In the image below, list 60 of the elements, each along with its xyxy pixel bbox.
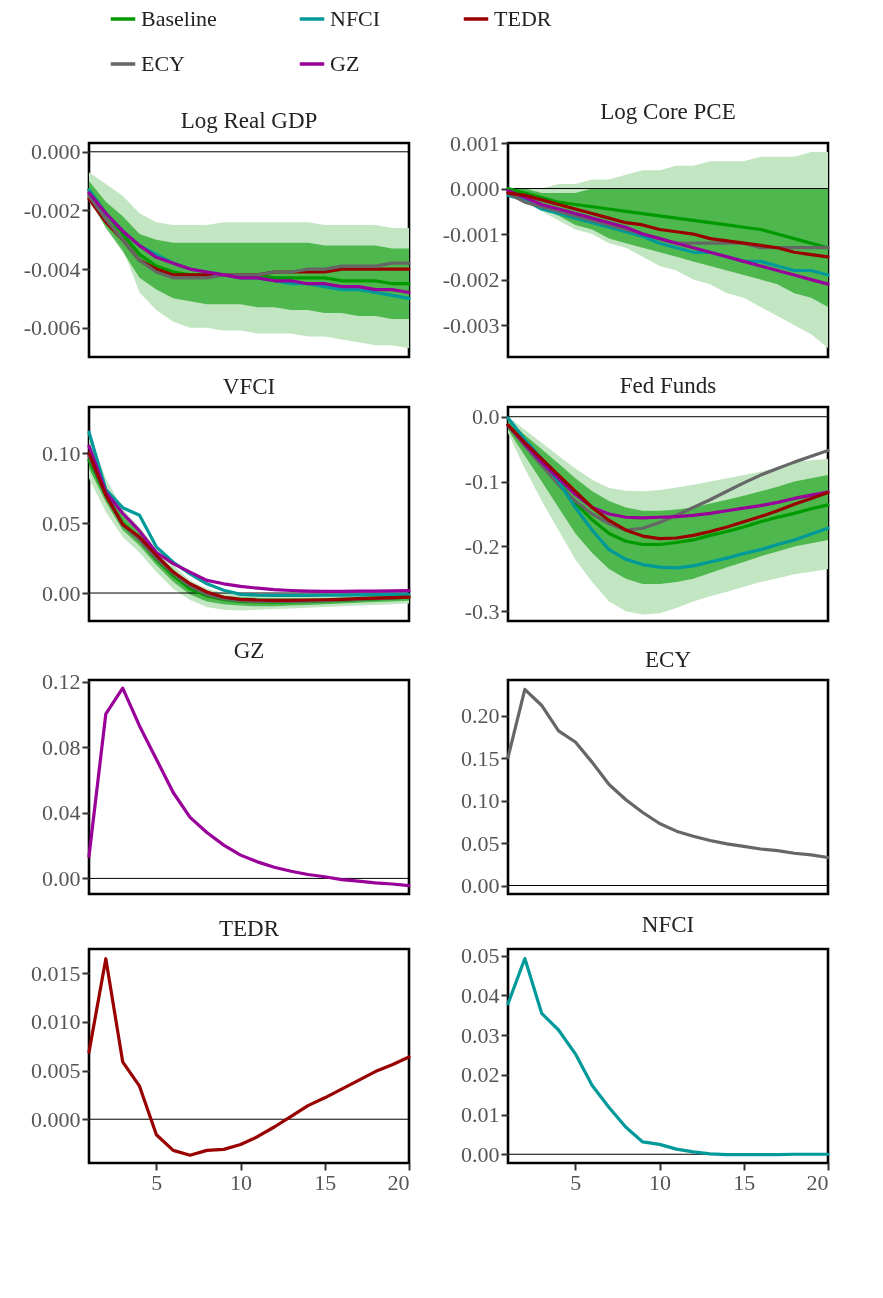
y-tick-label: 0.00 xyxy=(461,1141,500,1167)
chart-title: Log Real GDP xyxy=(180,107,318,133)
legend-label: GZ xyxy=(330,51,360,76)
y-tick-label: 0.00 xyxy=(42,865,81,891)
y-tick-label: 0.01 xyxy=(461,1102,500,1128)
y-tick-label: 0.03 xyxy=(461,1022,500,1048)
y-tick-label: 0.010 xyxy=(31,1009,81,1035)
y-tick-label: 0.02 xyxy=(461,1062,500,1088)
x-tick-label: 20 xyxy=(387,1169,410,1195)
y-tick-label: 0.005 xyxy=(31,1058,81,1084)
x-tick-label: 10 xyxy=(649,1169,672,1195)
y-tick-label: 0.15 xyxy=(461,745,500,771)
y-tick-label: 0.10 xyxy=(42,440,81,466)
y-tick-label: -0.001 xyxy=(442,221,500,247)
legend-label: NFCI xyxy=(330,6,381,31)
legend-label: ECY xyxy=(141,51,186,76)
chart-title: GZ xyxy=(233,637,265,663)
y-tick-label: 0.000 xyxy=(450,176,500,202)
x-tick-label: 20 xyxy=(806,1169,829,1195)
legend-label: Baseline xyxy=(141,6,217,31)
chart-title: Fed Funds xyxy=(619,372,717,398)
y-tick-label: -0.004 xyxy=(23,256,81,282)
chart-title: Log Core PCE xyxy=(600,99,736,124)
chart-title: NFCI xyxy=(641,911,695,937)
y-tick-label: 0.04 xyxy=(461,982,500,1008)
y-tick-label: -0.003 xyxy=(442,312,500,338)
y-tick-label: 0.05 xyxy=(461,830,500,856)
line-series xyxy=(506,956,830,1157)
y-tick-label: 0.015 xyxy=(31,960,81,986)
chart-title: TEDR xyxy=(218,916,280,941)
y-tick-label: 0.08 xyxy=(42,734,81,760)
y-tick-label: 0.04 xyxy=(42,800,81,826)
line-series xyxy=(506,687,830,860)
y-tick-label: 0.00 xyxy=(461,873,500,899)
y-tick-label: 0.05 xyxy=(42,510,81,536)
chart-title: VFCI xyxy=(222,374,276,399)
y-tick-label: 0.20 xyxy=(461,703,500,729)
x-tick-label: 10 xyxy=(230,1169,253,1195)
y-tick-label: 0.10 xyxy=(461,788,500,814)
y-tick-label: 0.001 xyxy=(450,130,500,156)
y-tick-label: 0.0 xyxy=(472,404,500,430)
y-tick-label: -0.002 xyxy=(442,267,500,293)
y-tick-label: -0.1 xyxy=(464,469,500,495)
line-series xyxy=(87,957,411,1157)
y-tick-label: 0.000 xyxy=(31,1106,81,1132)
y-tick-label: -0.002 xyxy=(23,197,81,223)
y-tick-label: 0.05 xyxy=(461,943,500,969)
y-tick-label: -0.006 xyxy=(23,315,81,341)
x-tick-label: 15 xyxy=(733,1169,756,1195)
y-tick-label: 0.12 xyxy=(42,669,81,695)
x-tick-label: 5 xyxy=(570,1169,582,1195)
chart-title: ECY xyxy=(645,647,692,672)
line-series xyxy=(87,686,411,888)
y-tick-label: 0.000 xyxy=(31,139,81,165)
y-tick-label: 0.00 xyxy=(42,580,81,606)
y-tick-label: -0.3 xyxy=(464,598,500,624)
x-tick-label: 15 xyxy=(314,1169,337,1195)
legend-label: TEDR xyxy=(494,6,552,31)
y-tick-label: -0.2 xyxy=(464,533,500,559)
x-tick-label: 5 xyxy=(151,1169,163,1195)
